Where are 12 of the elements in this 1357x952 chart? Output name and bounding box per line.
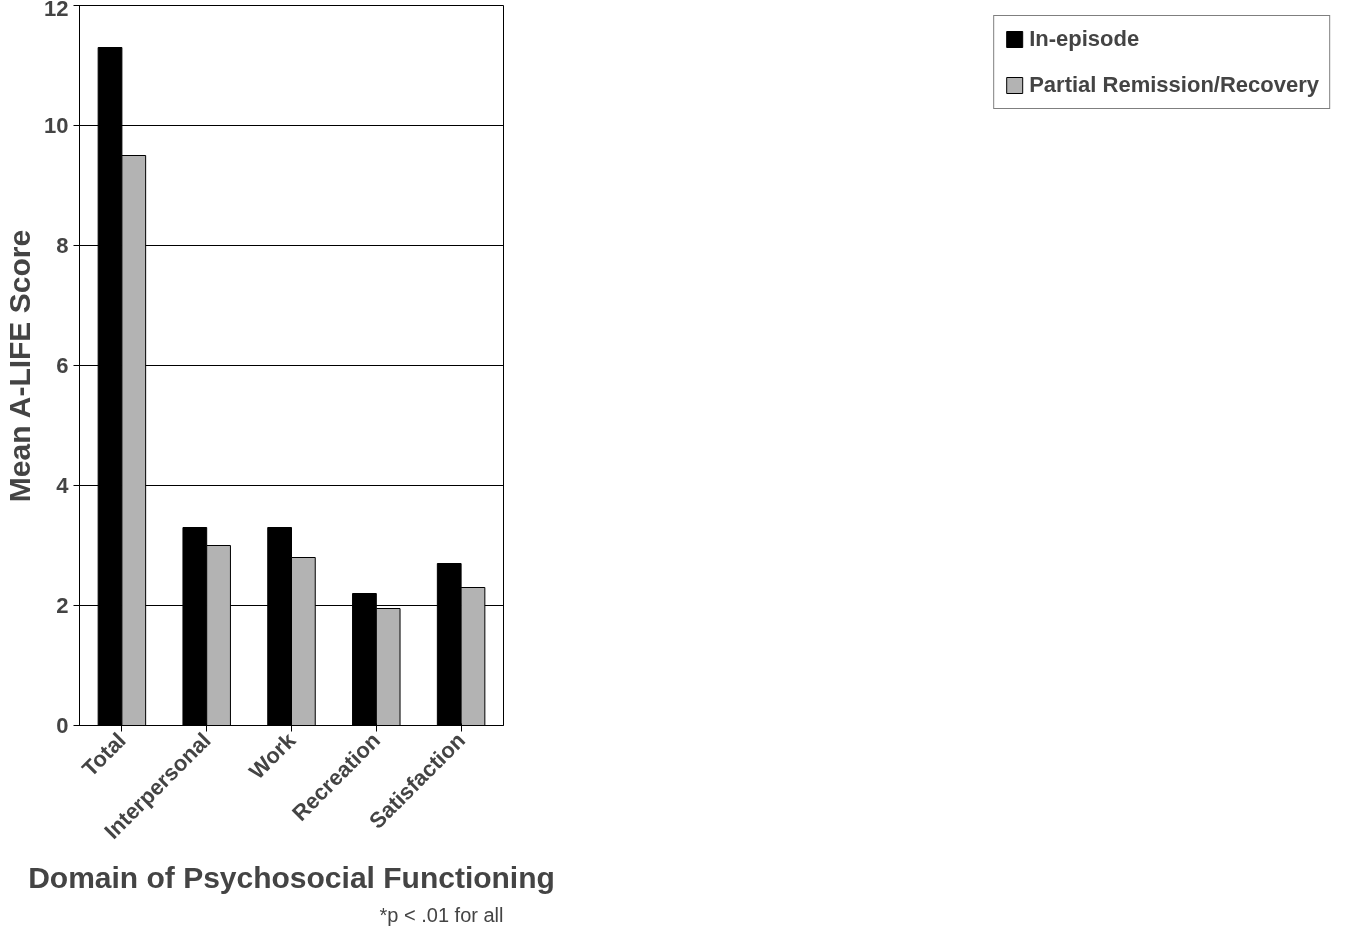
y-tick-label: 10: [44, 113, 69, 138]
text: *p < .01 for all: [379, 903, 504, 926]
y-axis-title: Mean A-LIFE Score: [3, 229, 37, 503]
y-tick-label: 6: [56, 353, 69, 378]
legend-label: In-episode: [1029, 26, 1140, 52]
y-tick-label: 0: [56, 713, 69, 738]
y-tick-label: 4: [56, 473, 70, 498]
y-tick-label: 8: [56, 233, 69, 258]
x-axis-title: Domain of Psychosocial Functioning: [28, 860, 555, 894]
y-tick-label: 2: [56, 593, 69, 618]
legend-label: Partial Remission/Recovery: [1029, 72, 1319, 98]
y-tick-label: 12: [44, 0, 69, 21]
